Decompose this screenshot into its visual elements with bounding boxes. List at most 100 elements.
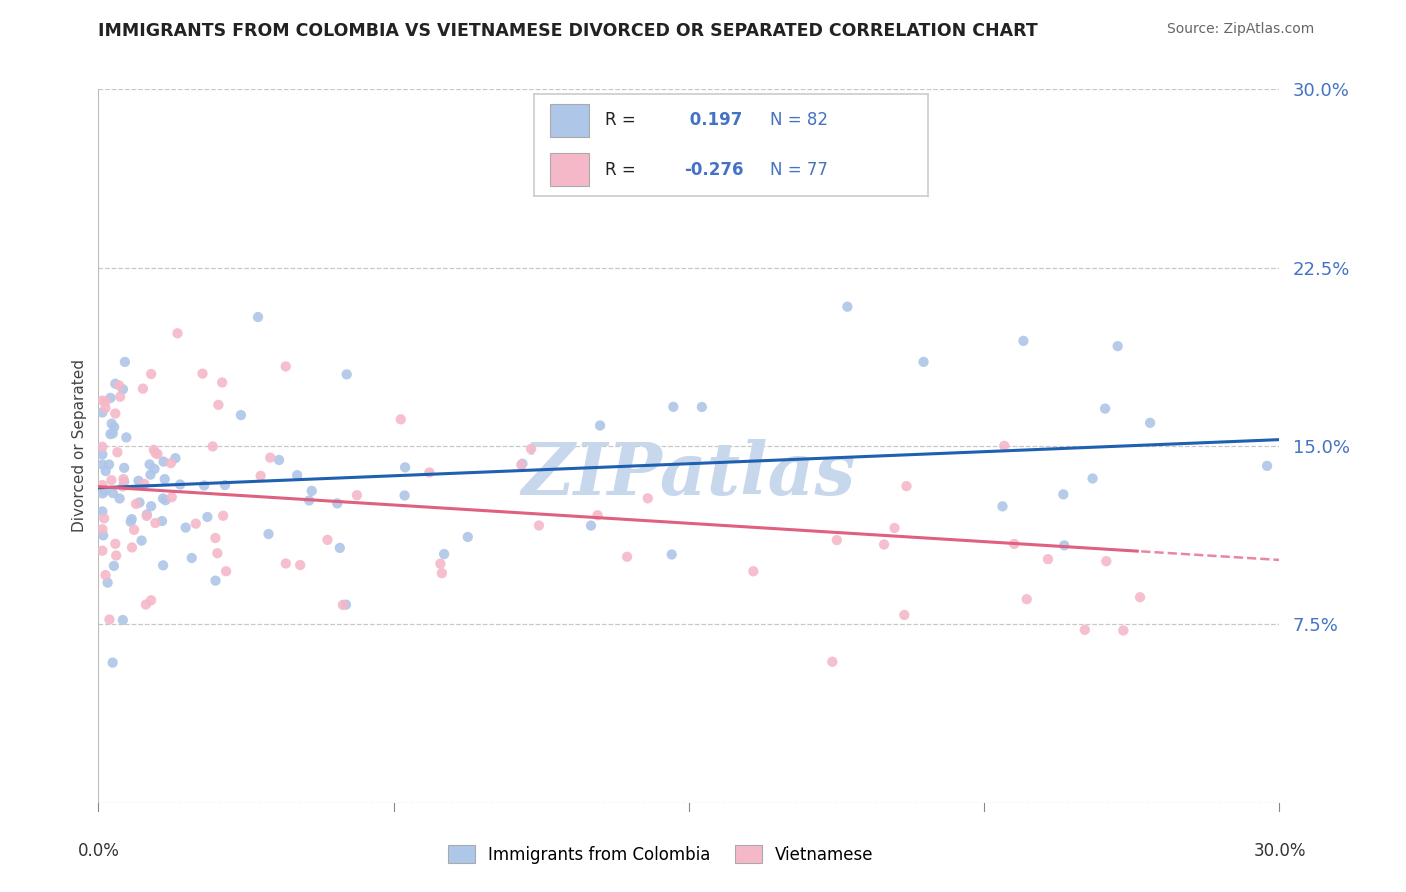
Point xyxy=(132,382,155,396)
Point xyxy=(1095,554,1118,568)
Text: 0.197: 0.197 xyxy=(683,112,742,129)
Point xyxy=(662,400,685,414)
Point xyxy=(1002,537,1025,551)
Point xyxy=(100,417,122,431)
Point xyxy=(873,537,896,551)
Point xyxy=(114,355,136,369)
Point xyxy=(883,521,905,535)
Y-axis label: Divorced or Separated: Divorced or Separated xyxy=(72,359,87,533)
Point xyxy=(520,442,543,456)
Point xyxy=(131,533,153,548)
Text: 0.0%: 0.0% xyxy=(77,842,120,860)
Point xyxy=(111,613,134,627)
Point xyxy=(433,547,456,561)
Point xyxy=(1036,552,1059,566)
Point xyxy=(108,390,131,404)
Point xyxy=(201,439,224,453)
Point xyxy=(141,367,163,381)
Point xyxy=(742,564,765,578)
Point xyxy=(115,430,138,444)
Point xyxy=(191,367,214,381)
Point xyxy=(91,478,114,492)
Point xyxy=(152,454,174,468)
Point xyxy=(332,598,354,612)
Point xyxy=(457,530,479,544)
Point xyxy=(97,575,120,590)
Point xyxy=(101,656,124,670)
Point xyxy=(1015,592,1038,607)
Point xyxy=(128,474,150,488)
Point xyxy=(586,508,609,523)
Point xyxy=(1107,339,1129,353)
Text: 30.0%: 30.0% xyxy=(1253,842,1306,860)
Point xyxy=(91,458,114,472)
Text: Source: ZipAtlas.com: Source: ZipAtlas.com xyxy=(1167,22,1315,37)
Point xyxy=(135,508,157,522)
Point xyxy=(121,541,143,555)
Point xyxy=(1129,591,1152,605)
Point xyxy=(637,491,659,506)
Point xyxy=(257,527,280,541)
Legend: Immigrants from Colombia, Vietnamese: Immigrants from Colombia, Vietnamese xyxy=(441,838,880,871)
Text: -0.276: -0.276 xyxy=(683,161,744,178)
Text: N = 77: N = 77 xyxy=(770,161,828,178)
Point xyxy=(94,401,117,415)
Point xyxy=(134,477,156,491)
Point xyxy=(98,458,121,472)
Point xyxy=(394,488,416,502)
Point xyxy=(103,420,125,434)
Point xyxy=(135,508,157,523)
Point xyxy=(155,493,177,508)
Point xyxy=(893,607,915,622)
Point xyxy=(111,382,134,396)
Point xyxy=(143,462,166,476)
Point xyxy=(180,551,202,566)
Point xyxy=(104,407,127,421)
Point xyxy=(91,405,114,419)
Point xyxy=(430,566,453,581)
Point xyxy=(389,412,412,426)
Point xyxy=(152,491,174,506)
Bar xyxy=(550,104,589,136)
Bar xyxy=(550,153,589,186)
Point xyxy=(91,528,114,542)
Point xyxy=(98,613,121,627)
Point xyxy=(107,445,129,459)
Point xyxy=(120,515,142,529)
Point xyxy=(139,499,162,513)
Text: IMMIGRANTS FROM COLOMBIA VS VIETNAMESE DIVORCED OR SEPARATED CORRELATION CHART: IMMIGRANTS FROM COLOMBIA VS VIETNAMESE D… xyxy=(98,22,1038,40)
Point xyxy=(91,504,114,518)
Point xyxy=(121,512,143,526)
Point xyxy=(91,440,114,454)
Point xyxy=(94,394,117,409)
Point xyxy=(160,490,183,504)
Point xyxy=(122,523,145,537)
Point xyxy=(249,468,271,483)
Point xyxy=(1012,334,1035,348)
Point xyxy=(169,477,191,491)
Point xyxy=(91,447,114,461)
Point xyxy=(329,541,352,555)
Text: N = 82: N = 82 xyxy=(770,112,828,129)
Point xyxy=(91,393,114,408)
Point xyxy=(100,473,122,487)
Point xyxy=(104,537,127,551)
Point xyxy=(394,460,416,475)
Point xyxy=(94,483,117,498)
Point xyxy=(267,453,290,467)
Point xyxy=(184,516,207,531)
Point xyxy=(316,533,339,547)
Point xyxy=(837,300,859,314)
Point xyxy=(143,516,166,530)
Text: ZIPatlas: ZIPatlas xyxy=(522,439,856,510)
Point xyxy=(821,655,844,669)
Point xyxy=(661,548,683,562)
Point xyxy=(103,558,125,573)
Point xyxy=(112,460,135,475)
Point xyxy=(1081,471,1104,485)
Point xyxy=(91,486,114,500)
Point xyxy=(139,593,162,607)
Point xyxy=(301,483,323,498)
Point xyxy=(93,511,115,525)
Point xyxy=(589,418,612,433)
